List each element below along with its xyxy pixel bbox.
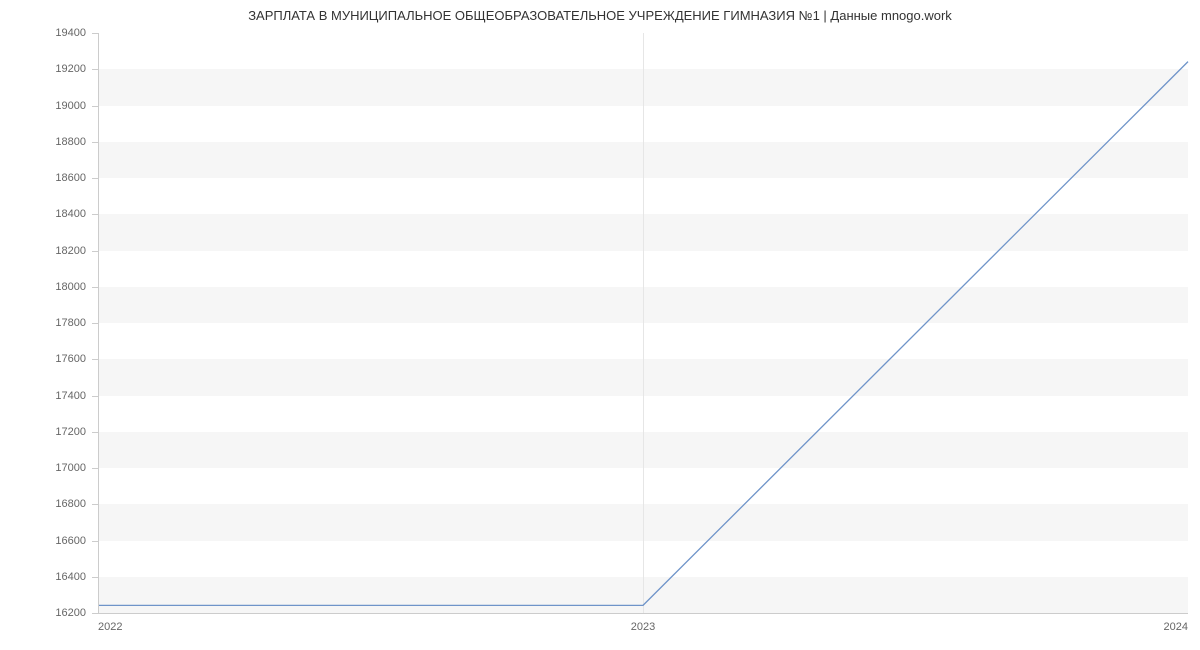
y-tick-label: 17600 <box>0 353 86 365</box>
y-tick-mark <box>92 468 98 469</box>
x-tick-label: 2024 <box>1164 621 1188 633</box>
y-tick-mark <box>92 142 98 143</box>
y-tick-mark <box>92 323 98 324</box>
y-tick-mark <box>92 214 98 215</box>
y-tick-mark <box>92 613 98 614</box>
y-tick-label: 19200 <box>0 63 86 75</box>
y-tick-mark <box>92 33 98 34</box>
y-tick-label: 17200 <box>0 426 86 438</box>
y-tick-mark <box>92 287 98 288</box>
y-tick-mark <box>92 432 98 433</box>
y-tick-label: 19000 <box>0 100 86 112</box>
y-tick-mark <box>92 178 98 179</box>
y-tick-mark <box>92 396 98 397</box>
y-tick-mark <box>92 541 98 542</box>
y-tick-label: 16600 <box>0 535 86 547</box>
y-tick-mark <box>92 577 98 578</box>
y-tick-mark <box>92 504 98 505</box>
y-tick-label: 19400 <box>0 27 86 39</box>
y-tick-label: 16800 <box>0 498 86 510</box>
y-tick-label: 18800 <box>0 136 86 148</box>
y-tick-label: 17400 <box>0 390 86 402</box>
y-tick-label: 16200 <box>0 607 86 619</box>
y-tick-mark <box>92 69 98 70</box>
y-tick-label: 17000 <box>0 462 86 474</box>
x-axis-line <box>98 613 1188 614</box>
y-tick-label: 18200 <box>0 245 86 257</box>
y-tick-mark <box>92 251 98 252</box>
y-tick-mark <box>92 359 98 360</box>
line-series-layer <box>98 33 1188 613</box>
line-series-salary <box>98 62 1188 606</box>
plot-area <box>98 33 1188 613</box>
y-tick-label: 18400 <box>0 208 86 220</box>
y-tick-label: 17800 <box>0 317 86 329</box>
y-axis-line <box>98 33 99 613</box>
y-tick-label: 18600 <box>0 172 86 184</box>
x-tick-label: 2022 <box>98 621 122 633</box>
x-tick-label: 2023 <box>631 621 655 633</box>
chart-title: ЗАРПЛАТА В МУНИЦИПАЛЬНОЕ ОБЩЕОБРАЗОВАТЕЛ… <box>0 8 1200 23</box>
y-tick-label: 18000 <box>0 281 86 293</box>
y-tick-label: 16400 <box>0 571 86 583</box>
y-tick-mark <box>92 106 98 107</box>
